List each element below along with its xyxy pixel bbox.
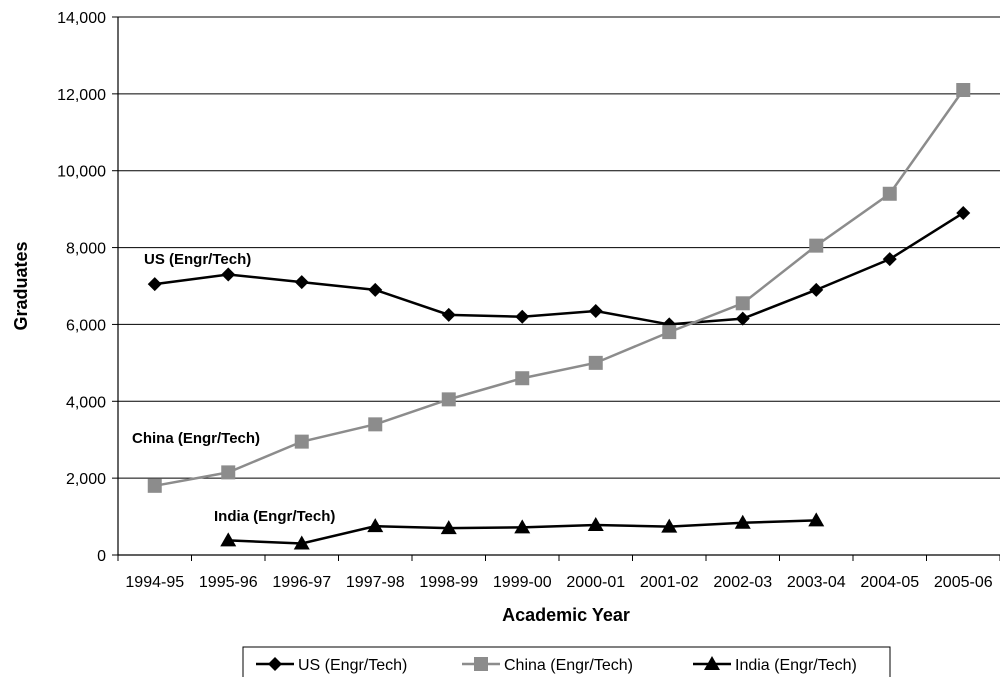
data-point-us — [147, 277, 162, 292]
y-tick-label: 8,000 — [66, 241, 106, 258]
y-tick-label: 0 — [97, 548, 106, 565]
legend-marker — [704, 656, 720, 670]
axes — [117, 17, 1000, 561]
y-tick-label: 14,000 — [57, 10, 106, 27]
legend-label: US (Engr/Tech) — [298, 657, 407, 674]
data-point-china — [441, 392, 456, 407]
annotation-india: India (Engr/Tech) — [214, 508, 335, 525]
series-annotations: US (Engr/Tech) China (Engr/Tech) India (En… — [132, 251, 335, 525]
data-point-us — [441, 307, 456, 322]
legend-marker — [268, 657, 282, 671]
data-point-india — [808, 512, 825, 527]
data-point-china — [662, 325, 677, 340]
data-point-us — [588, 303, 603, 318]
series-china — [147, 83, 971, 493]
data-point-china — [882, 186, 897, 201]
legend-box — [242, 646, 891, 677]
legend: US (Engr/Tech) China (Engr/Tech) India (En… — [242, 646, 891, 677]
data-point-china — [956, 83, 971, 98]
x-tick-label: 2004-05 — [860, 574, 919, 591]
y-tick-label: 4,000 — [66, 394, 106, 411]
data-point-india — [293, 535, 310, 550]
data-point-china — [368, 417, 383, 432]
data-point-china — [735, 296, 750, 311]
data-point-india — [514, 519, 531, 534]
legend-marker — [474, 657, 488, 671]
y-tick-labels: 0 2,000 4,000 6,000 8,000 10,000 12,000 14,000 — [57, 10, 106, 565]
data-point-china — [147, 478, 162, 493]
data-point-china — [221, 465, 236, 480]
data-point-us — [956, 205, 971, 220]
x-tick-label: 1999-00 — [493, 574, 552, 591]
data-point-india — [440, 520, 457, 535]
data-point-us — [809, 282, 824, 297]
annotation-us: US (Engr/Tech) — [144, 251, 251, 268]
data-point-china — [515, 371, 530, 386]
series-line-us — [154, 211, 964, 326]
series-line-china — [154, 89, 965, 488]
data-point-india — [367, 518, 384, 533]
x-tick-labels: 1994-95 1995-96 1996-97 1997-98 1998-99 1999-… — [125, 574, 992, 591]
data-point-india — [734, 514, 751, 529]
x-tick-label: 1998-99 — [419, 574, 478, 591]
y-tick-label: 12,000 — [57, 87, 106, 104]
x-tick-label: 1997-98 — [346, 574, 405, 591]
data-point-india — [220, 532, 237, 547]
data-point-us — [294, 275, 309, 290]
x-tick-label: 2005-06 — [934, 574, 993, 591]
y-tick-label: 2,000 — [66, 471, 106, 488]
data-point-china — [809, 238, 824, 253]
x-tick-label: 2001-02 — [640, 574, 699, 591]
data-point-us — [515, 309, 530, 324]
gridlines — [112, 16, 1000, 556]
y-tick-label: 10,000 — [57, 164, 106, 181]
data-point-us — [368, 282, 383, 297]
data-point-china — [294, 434, 309, 449]
series-group — [147, 83, 971, 550]
x-tick-label: 2003-04 — [787, 574, 846, 591]
legend-label: India (Engr/Tech) — [735, 657, 857, 674]
x-axis-title: Academic Year — [502, 605, 630, 625]
y-tick-label: 6,000 — [66, 317, 106, 334]
data-point-us — [882, 252, 897, 267]
data-point-india — [661, 518, 678, 533]
series-india — [220, 512, 825, 550]
annotation-china: China (Engr/Tech) — [132, 430, 260, 447]
data-point-china — [588, 355, 603, 370]
x-tick-label: 1994-95 — [125, 574, 184, 591]
data-point-us — [735, 311, 750, 326]
x-tick-label: 2002-03 — [713, 574, 772, 591]
y-axis-title: Graduates — [11, 241, 31, 330]
legend-label: China (Engr/Tech) — [504, 657, 633, 674]
x-tick-label: 1995-96 — [199, 574, 258, 591]
x-tick-label: 1996-97 — [272, 574, 331, 591]
x-tick-label: 2000-01 — [566, 574, 625, 591]
series-us — [147, 205, 971, 332]
data-point-us — [221, 267, 236, 282]
data-point-india — [587, 517, 604, 532]
